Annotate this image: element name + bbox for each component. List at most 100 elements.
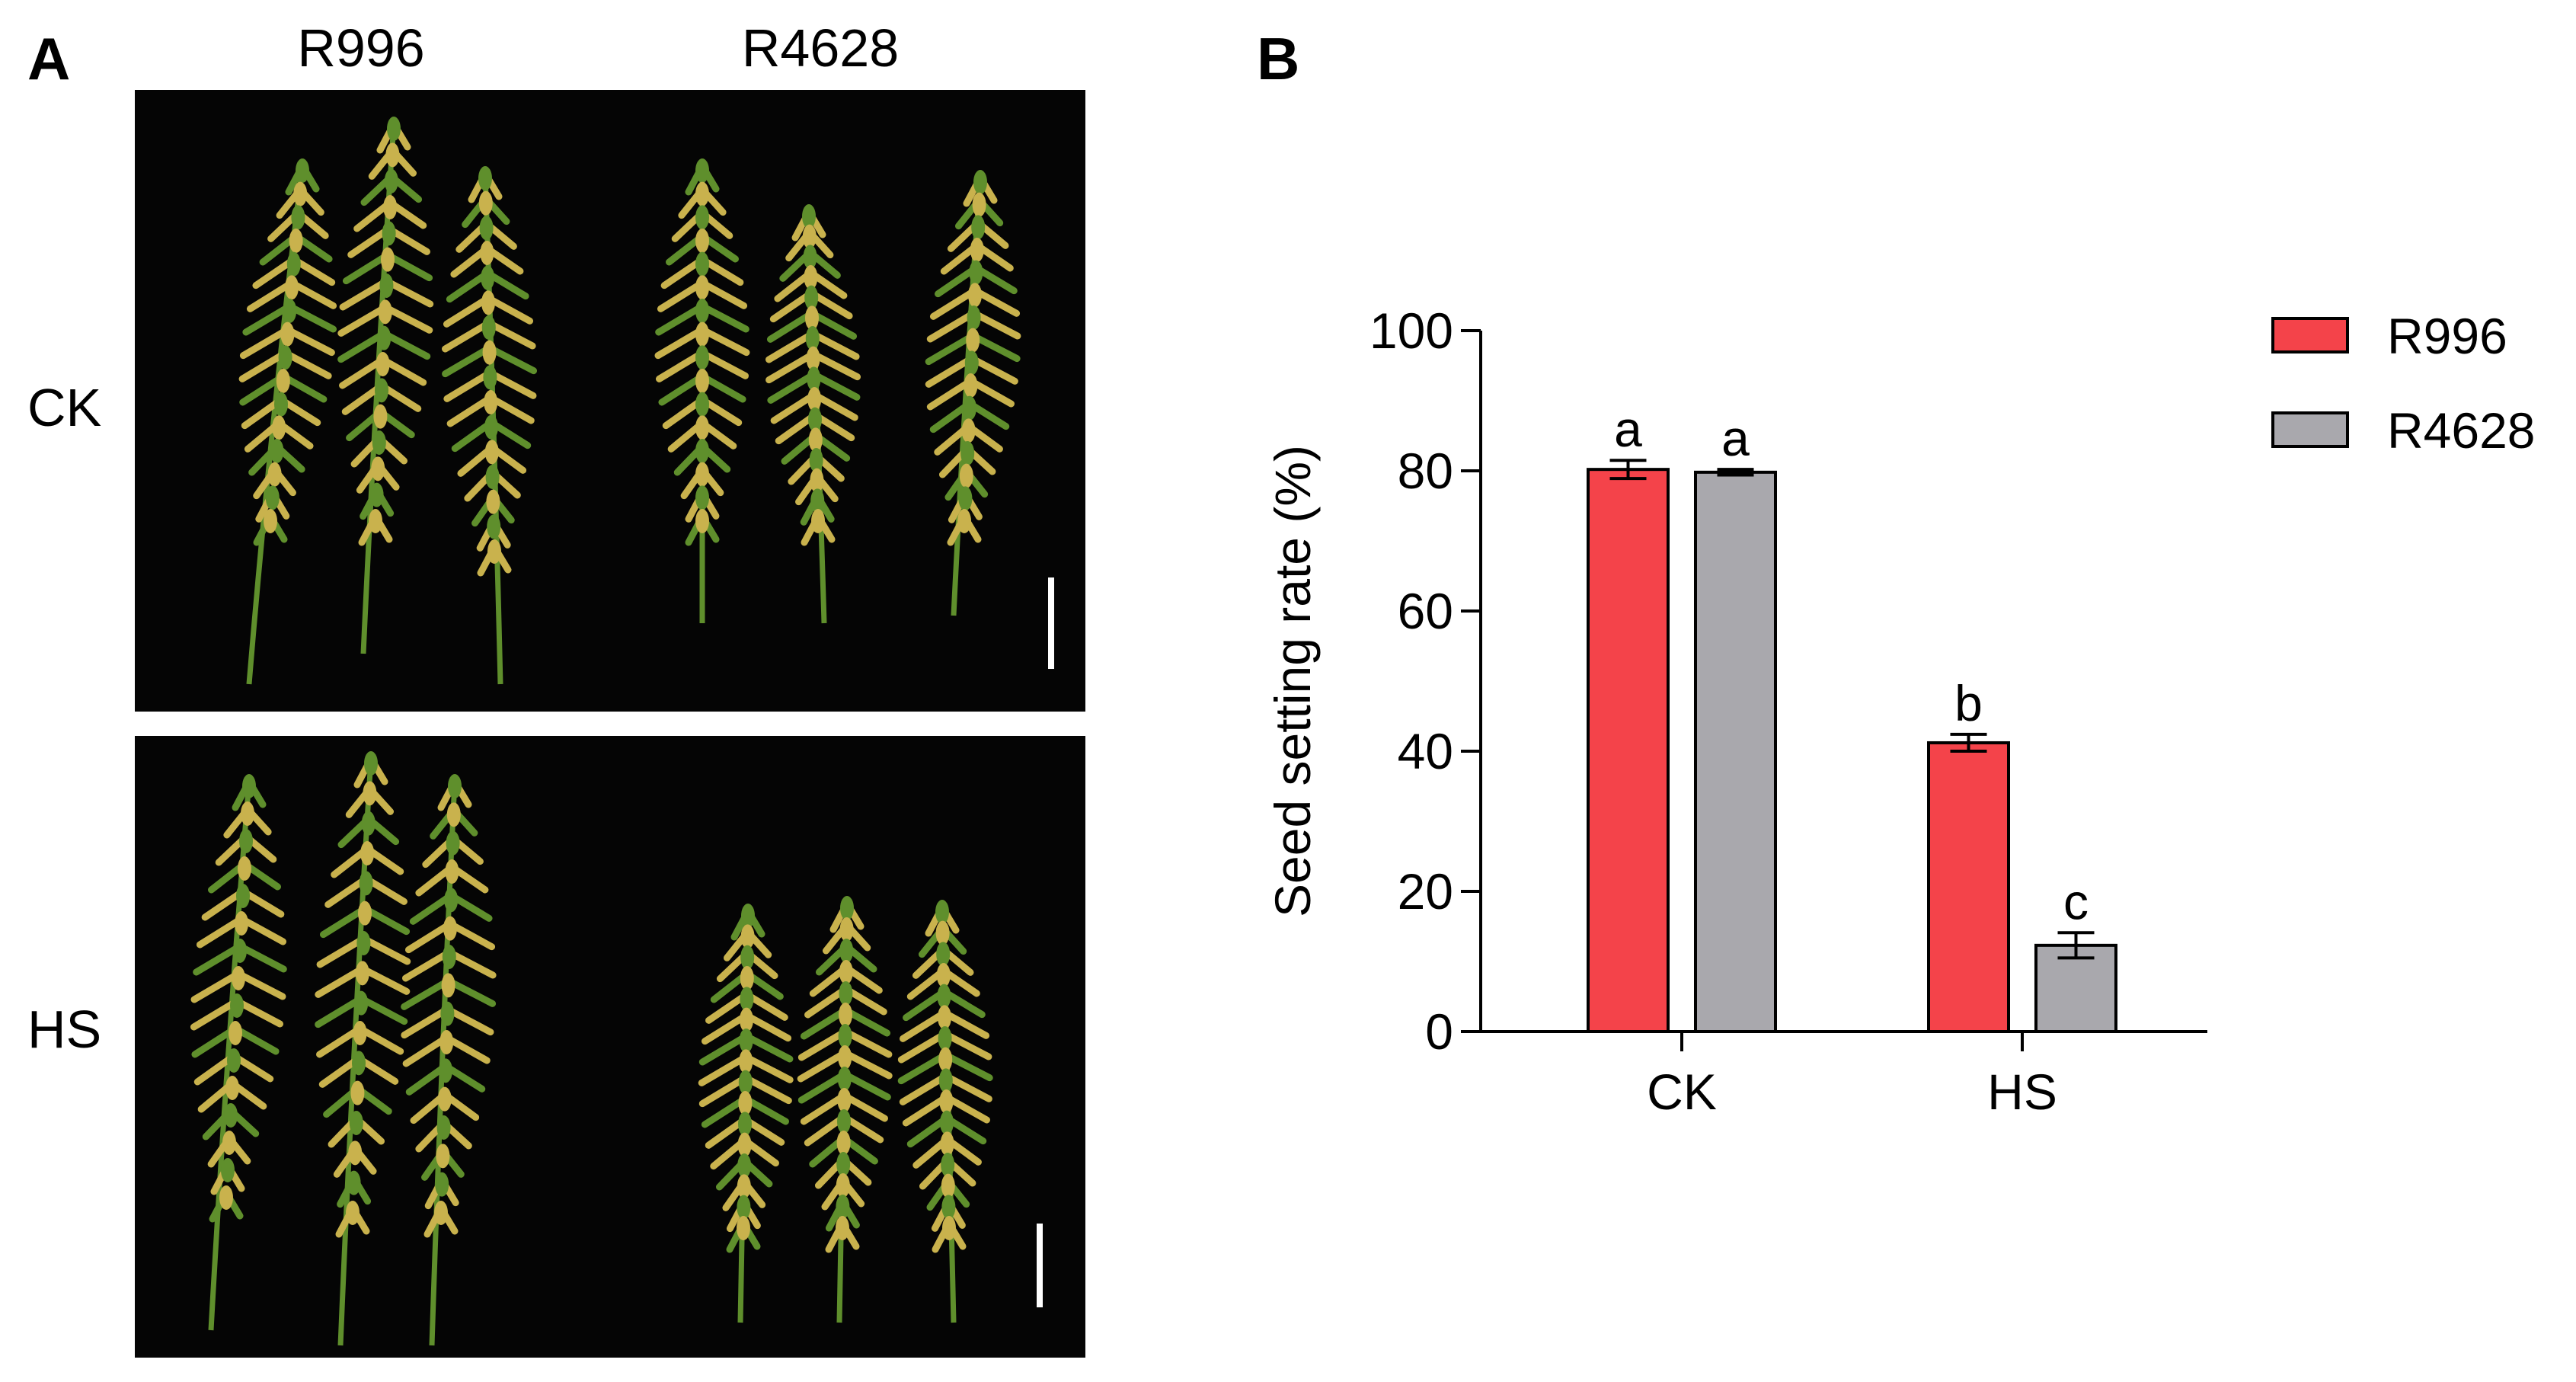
panicle-branch	[970, 309, 1021, 340]
significance-letter: b	[1954, 675, 1983, 731]
panicle-branch	[765, 350, 817, 384]
panicle-branch	[698, 1053, 749, 1086]
bar	[1587, 468, 1670, 1034]
panicle-branch	[337, 330, 388, 363]
grain-cluster	[937, 984, 951, 1009]
panicle-branch	[443, 1006, 494, 1036]
panicle-branch	[486, 344, 538, 375]
y-axis-label: Seed setting rate (%)	[1264, 445, 1321, 917]
panicle	[797, 896, 893, 1323]
panicle-branch	[899, 1009, 948, 1042]
grain-cluster	[272, 415, 286, 440]
grain-cluster	[840, 896, 854, 920]
grain-cluster	[940, 1131, 954, 1156]
panicle-branch	[810, 370, 861, 401]
grain-cluster	[384, 168, 398, 194]
grain-cluster	[347, 1170, 361, 1195]
panicle-branch	[800, 1006, 849, 1040]
row-label-hs: HS	[27, 1000, 102, 1059]
grain-cluster	[963, 395, 976, 421]
panicle-branch	[359, 965, 411, 995]
panicle-branch	[797, 1028, 849, 1061]
grain-cluster	[224, 1103, 238, 1128]
grain-cluster	[837, 1088, 852, 1112]
grain-cluster	[737, 1132, 752, 1157]
grain-cluster	[233, 939, 247, 963]
panicle-branch	[486, 369, 537, 399]
grain-cluster	[354, 990, 369, 1016]
panicle-branch	[657, 279, 706, 312]
grain-cluster	[738, 1112, 752, 1137]
panicle-branch	[808, 309, 858, 340]
panicle-branch	[698, 1032, 750, 1066]
panicle-branch	[841, 1070, 891, 1101]
bar	[2034, 943, 2117, 1034]
significance-letter: c	[2063, 873, 2089, 929]
grain-cluster	[439, 1030, 454, 1054]
grain-cluster	[811, 509, 825, 533]
grain-cluster	[805, 306, 819, 331]
panicle-branch	[384, 251, 433, 282]
grain-cluster	[740, 987, 754, 1012]
grain-cluster	[968, 283, 982, 308]
grain-cluster	[219, 1185, 233, 1210]
panicle-branch	[941, 1009, 990, 1039]
y-tick-label: 0	[1425, 1003, 1453, 1060]
grain-cluster	[695, 439, 709, 463]
grain-cluster	[276, 369, 290, 393]
grain-cluster	[740, 924, 755, 949]
grain-cluster	[935, 920, 950, 945]
panicle-branch	[342, 251, 392, 285]
legend-swatch	[2271, 411, 2349, 448]
grain-cluster	[964, 350, 979, 376]
grain-cluster	[958, 486, 973, 511]
panicle-branch	[941, 1030, 992, 1060]
grain-cluster	[695, 322, 709, 347]
panel-a-label: A	[27, 25, 71, 92]
grain-cluster	[480, 241, 494, 265]
grain-cluster	[806, 346, 820, 371]
y-tick-label: 80	[1398, 443, 1453, 499]
grain-cluster	[352, 1051, 366, 1076]
grain-cluster	[236, 884, 250, 908]
grain-cluster	[278, 345, 292, 370]
panicle-branch	[899, 1072, 950, 1105]
panicle-photo-ck	[135, 90, 1085, 712]
column-label-r4628: R4628	[741, 18, 900, 78]
grain-cluster	[487, 539, 501, 564]
grain-cluster	[807, 387, 822, 411]
panicle-branch	[401, 977, 452, 1010]
grain-cluster	[371, 456, 385, 481]
panicle-branch	[443, 294, 492, 328]
legend-swatch	[2271, 317, 2349, 353]
grain-cluster	[289, 229, 303, 253]
grain-cluster	[445, 859, 459, 884]
grain-cluster	[971, 215, 986, 240]
grain-cluster	[446, 802, 461, 827]
panicle-branch	[701, 1012, 750, 1045]
panicle	[315, 751, 411, 1346]
grain-cluster	[739, 1049, 753, 1074]
panicle-branch	[942, 1072, 992, 1102]
panicle-branch	[925, 332, 976, 366]
grain-cluster	[739, 1029, 753, 1053]
grain-cluster	[369, 482, 384, 507]
grain-cluster	[960, 441, 975, 465]
grain-cluster	[810, 488, 825, 513]
panicle-branch	[235, 970, 286, 1000]
grain-cluster	[478, 166, 492, 190]
panicle-branch	[925, 354, 976, 388]
grain-cluster	[741, 904, 755, 928]
panicle-branch	[654, 326, 706, 360]
grain-cluster	[448, 774, 462, 798]
grain-cluster	[695, 205, 709, 230]
grain-cluster	[740, 966, 754, 990]
panicle-branch	[742, 1053, 794, 1083]
grain-cluster	[379, 274, 394, 298]
panicle-branch	[484, 294, 534, 325]
grain-cluster	[387, 117, 401, 141]
grain-cluster	[436, 1115, 451, 1140]
grain-cluster	[444, 888, 459, 913]
grain-cluster	[483, 365, 497, 390]
panicle-branch	[238, 915, 287, 945]
